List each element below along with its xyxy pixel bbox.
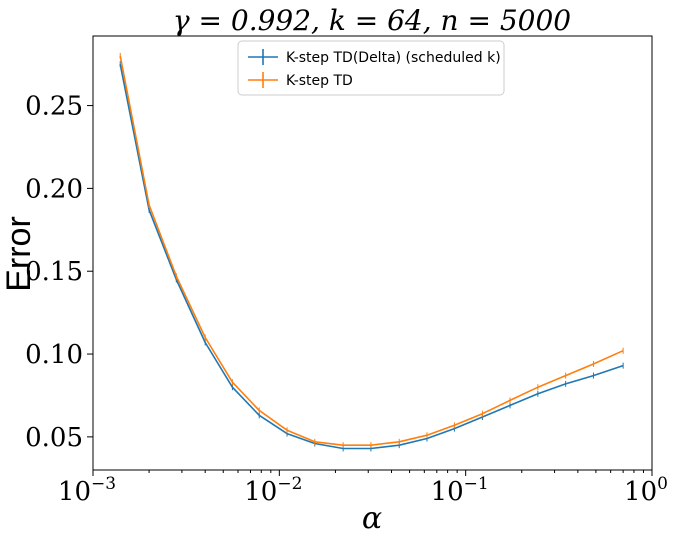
series-line-0 [119, 64, 624, 450]
x-axis: 10−3 10−2 10−1 100 [58, 470, 668, 507]
y-tick-label-1: 0.10 [25, 340, 83, 370]
y-axis: 0.05 0.10 0.15 0.20 0.25 [25, 92, 93, 453]
plot-frame [92, 35, 653, 471]
series-line-1 [119, 55, 624, 447]
y-tick-label-0: 0.05 [25, 423, 83, 453]
legend: K-step TD(Delta) (scheduled k) K-step TD [237, 40, 505, 96]
x-tick-label-0: 10−3 [58, 474, 116, 507]
y-tick-label-3: 0.20 [25, 174, 83, 204]
legend-label-0: K-step TD(Delta) (scheduled k) [286, 50, 501, 66]
x-axis-label: α [362, 501, 382, 536]
y-axis-label: Error [0, 216, 38, 292]
x-tick-label-1: 10−2 [244, 474, 302, 507]
series-layer [119, 52, 624, 452]
x-tick-label-2: 10−1 [431, 474, 489, 507]
legend-label-1: K-step TD [286, 73, 353, 89]
y-tick-label-4: 0.25 [25, 92, 83, 122]
x-tick-label-3: 100 [624, 474, 668, 507]
y-tick-label-2: 0.15 [25, 257, 83, 287]
legend-box [237, 40, 505, 96]
chart-title: γ = 0.992, k = 64, n = 5000 [173, 4, 571, 37]
